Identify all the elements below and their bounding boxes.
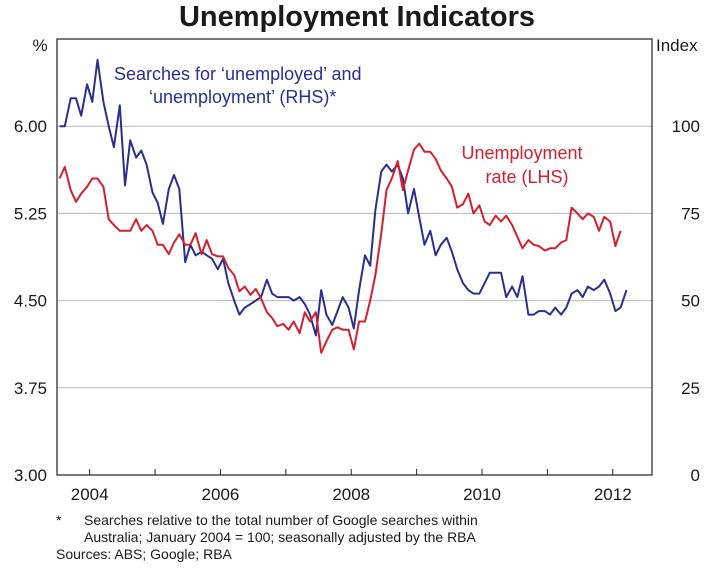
x-tick-label-2010: 2010	[463, 485, 501, 504]
sources-row: Sources: ABS; Google; RBA	[56, 546, 478, 563]
sources-text: Sources: ABS; Google; RBA	[56, 546, 232, 562]
x-tick-label-2012: 2012	[594, 485, 632, 504]
x-tick-label-2004: 2004	[71, 485, 109, 504]
annotation-rate-line1: Unemployment	[461, 143, 582, 163]
annotation-rate-line2: rate (LHS)	[485, 167, 568, 187]
y-left-tick-label-3: 5.25	[14, 204, 47, 223]
annotation-searches-line2: ‘unemployment’ (RHS)*	[149, 87, 336, 107]
footnote-indent	[56, 529, 84, 546]
footnote-line1-row: * Searches relative to the total number …	[56, 512, 478, 529]
y-right-tick-label-3: 75	[681, 204, 700, 223]
y-left-tick-label-0: 3.00	[14, 466, 47, 485]
footnote-line1: Searches relative to the total number of…	[84, 512, 478, 528]
annotation-searches-line1: Searches for ‘unemployed’ and	[114, 64, 361, 84]
plot-frame	[56, 38, 653, 476]
y-left-tick-labels: 3.00 3.75 4.50 5.25 6.00	[14, 117, 47, 485]
chart-plot: 3.00 3.75 4.50 5.25 6.00 0 25 50 75 100 2004 2006…	[14, 36, 700, 504]
x-tick-marks	[89, 469, 614, 475]
y-left-tick-label-4: 6.00	[14, 117, 47, 136]
y-right-unit: Index	[656, 36, 698, 55]
chart-notes: * Searches relative to the total number …	[56, 512, 478, 563]
footnote-line2: Australia; January 2004 = 100; seasonall…	[84, 529, 476, 545]
y-right-tick-label-4: 100	[672, 117, 700, 136]
x-tick-labels: 2004 2006 2008 2010 2012	[71, 485, 632, 504]
footnote-marker: *	[56, 512, 62, 528]
y-left-unit: %	[32, 36, 47, 55]
y-right-tick-label-1: 25	[681, 379, 700, 398]
footnote-line2-row: Australia; January 2004 = 100; seasonall…	[56, 529, 478, 546]
grid-lines	[57, 125, 652, 389]
y-right-tick-labels: 0 25 50 75 100	[672, 117, 700, 485]
x-tick-label-2008: 2008	[332, 485, 370, 504]
y-right-tick-label-0: 0	[691, 466, 700, 485]
y-left-tick-label-2: 4.50	[14, 292, 47, 311]
y-right-tick-label-2: 50	[681, 292, 700, 311]
series-line-unemployment-rate	[58, 142, 622, 354]
x-tick-label-2006: 2006	[202, 485, 240, 504]
chart-title: Unemployment Indicators	[178, 1, 536, 33]
series-line-searches	[59, 58, 628, 337]
y-left-tick-label-1: 3.75	[14, 379, 47, 398]
series-layer	[58, 58, 628, 354]
